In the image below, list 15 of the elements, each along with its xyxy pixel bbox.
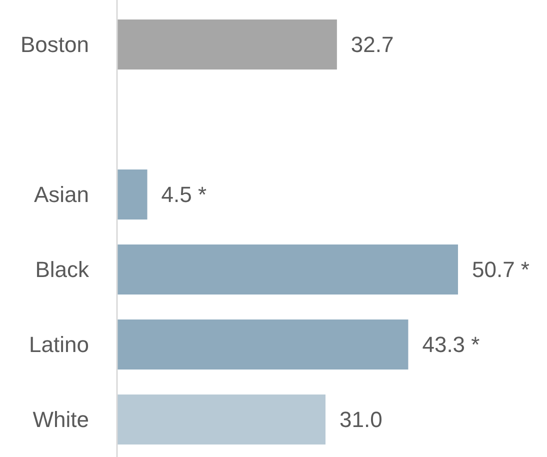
data-label: 4.5 *: [161, 182, 207, 208]
y-tick-label: Boston: [20, 32, 89, 58]
bar: [117, 19, 337, 70]
y-tick-label: White: [32, 407, 89, 432]
data-label: 32.7: [350, 32, 394, 58]
bar: [117, 169, 148, 220]
y-tick-label: Latino: [29, 332, 89, 358]
bar: [117, 244, 458, 295]
y-tick-label: Black: [35, 257, 90, 282]
bar: [117, 319, 408, 370]
bar: [117, 394, 326, 445]
y-tick-label: Asian: [34, 182, 89, 208]
data-label: 31.0: [340, 407, 382, 432]
data-label: 50.7 *: [472, 257, 530, 282]
data-label: 43.3 *: [422, 332, 480, 358]
